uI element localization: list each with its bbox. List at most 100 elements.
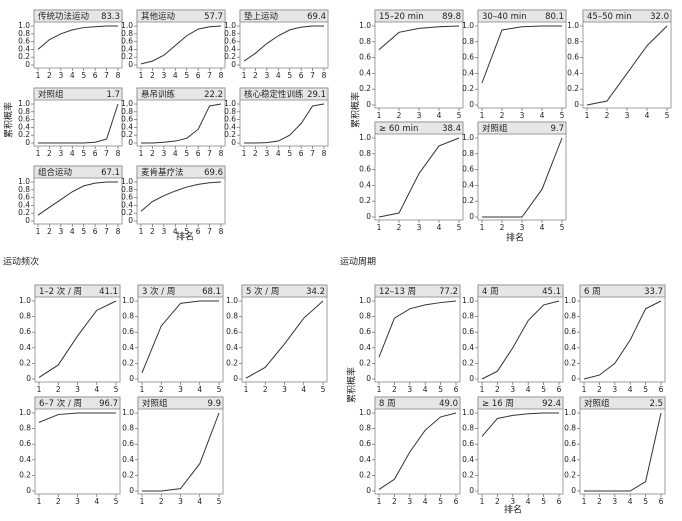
- x-tick-label: 3: [161, 227, 166, 236]
- y-tick-label: 0.2: [121, 208, 133, 217]
- y-tick-label: 1.0: [359, 296, 371, 305]
- panel-strip: [374, 396, 461, 410]
- y-tick-label: 1.0: [122, 296, 134, 305]
- panel-frame: [374, 284, 461, 383]
- sucra-label: 33.7: [644, 287, 663, 297]
- x-tick-label: 4: [173, 149, 178, 158]
- panel-frame: [137, 284, 224, 383]
- y-tick-label: 0.2: [122, 470, 134, 479]
- x-tick-label: 3: [264, 71, 269, 80]
- y-tick-label: 0.8: [462, 149, 474, 158]
- panel-strip: [137, 396, 224, 410]
- x-tick-label: 4: [173, 227, 178, 236]
- panel-strip: [33, 87, 123, 101]
- x-tick-label: 5: [643, 385, 648, 394]
- x-tick-label: 7: [207, 227, 212, 236]
- cumulative-curve: [481, 412, 559, 437]
- x-tick-label: 6: [659, 497, 664, 506]
- x-tick-label: 6: [93, 227, 98, 236]
- y-tick-label: 0.6: [19, 327, 31, 336]
- sucra-label: 57.7: [204, 12, 223, 22]
- panel-frame: [579, 396, 666, 495]
- panel-strip: [241, 284, 328, 298]
- panel-strip: [239, 9, 329, 23]
- x-tick-label: 6: [93, 149, 98, 158]
- panel-frame: [374, 396, 461, 495]
- x-tick-label: 6: [557, 497, 562, 506]
- panel-strip: [136, 87, 226, 101]
- x-tick-label: 5: [541, 497, 546, 506]
- y-tick-label: 1.0: [224, 21, 236, 30]
- sucra-label: 2.5: [649, 399, 663, 409]
- y-tick-label: 1.0: [121, 99, 133, 108]
- panel-name: 对照组: [584, 398, 610, 409]
- y-tick-label: 0.4: [564, 343, 576, 352]
- panel-frame: [34, 284, 121, 383]
- sucra-label: 83.3: [101, 12, 120, 22]
- x-tick-label: 2: [397, 223, 402, 232]
- x-tick-label: 4: [70, 227, 75, 236]
- y-tick-label: 0: [25, 138, 30, 147]
- x-tick-label: 5: [438, 497, 443, 506]
- y-tick-label: 0.8: [121, 107, 133, 116]
- y-tick-label: 1.0: [224, 99, 236, 108]
- panel-frame: [579, 284, 666, 383]
- x-tick-label: 2: [159, 497, 164, 506]
- panel-strip: [579, 284, 666, 298]
- y-tick-label: 0.8: [121, 29, 133, 38]
- y-tick-label: 0.2: [462, 358, 474, 367]
- y-tick-label: 0.4: [121, 122, 133, 131]
- x-tick-label: 8: [219, 227, 224, 236]
- y-tick-label: 0.2: [567, 84, 579, 93]
- y-tick-label: 0.4: [567, 68, 579, 77]
- y-tick-label: 0: [571, 374, 576, 383]
- cumulative-curve: [243, 25, 324, 62]
- sucra-label: 38.4: [442, 124, 461, 134]
- x-tick-label: 5: [457, 111, 462, 120]
- panel-strip: [374, 9, 464, 23]
- panel-strip: [477, 9, 567, 23]
- x-tick-label: 3: [625, 111, 630, 120]
- y-tick-label: 0: [469, 374, 474, 383]
- x-tick-label: 7: [104, 149, 109, 158]
- cumulative-curve: [141, 300, 219, 373]
- panel-strip: [477, 121, 567, 135]
- sucra-label: 41.1: [99, 287, 118, 297]
- panel-strip: [34, 396, 121, 410]
- y-tick-label: 0.2: [121, 130, 133, 139]
- panel-frame: [582, 9, 672, 109]
- y-tick-label: 0.8: [224, 107, 236, 116]
- panel-strip: [137, 284, 224, 298]
- y-tick-label: 0.8: [564, 312, 576, 321]
- x-tick-label: 1: [585, 111, 590, 120]
- x-tick-label: 3: [161, 71, 166, 80]
- y-tick-label: 1.0: [18, 99, 30, 108]
- x-tick-label: 1: [36, 149, 41, 158]
- y-tick-label: 0: [469, 486, 474, 495]
- x-tick-label: 3: [58, 71, 63, 80]
- y-tick-label: 0: [128, 138, 133, 147]
- x-tick-label: 6: [557, 385, 562, 394]
- x-tick-label: 1: [480, 497, 485, 506]
- x-tick-label: 5: [217, 385, 222, 394]
- y-axis-label: 累积概率: [350, 92, 362, 128]
- x-tick-label: 4: [94, 385, 99, 394]
- panel-strip: [477, 284, 564, 298]
- y-tick-label: 0.6: [121, 37, 133, 46]
- y-tick-label: 0.2: [121, 52, 133, 61]
- panel-name: 5 次 / 周: [246, 286, 279, 297]
- panel-strip: [136, 165, 226, 179]
- y-tick-label: 0.6: [564, 439, 576, 448]
- x-tick-label: 2: [56, 497, 61, 506]
- y-tick-label: 0: [231, 60, 236, 69]
- y-axis-label: 累积概率: [346, 367, 358, 403]
- y-tick-label: 1.0: [564, 408, 576, 417]
- x-tick-label: 2: [150, 71, 155, 80]
- sucra-label: 69.4: [307, 12, 326, 22]
- y-tick-label: 0.2: [18, 130, 30, 139]
- y-tick-label: 0.4: [462, 455, 474, 464]
- x-tick-label: 1: [242, 149, 247, 158]
- x-tick-label: 4: [173, 71, 178, 80]
- sucra-label: 68.1: [202, 287, 221, 297]
- x-tick-label: 1: [377, 497, 382, 506]
